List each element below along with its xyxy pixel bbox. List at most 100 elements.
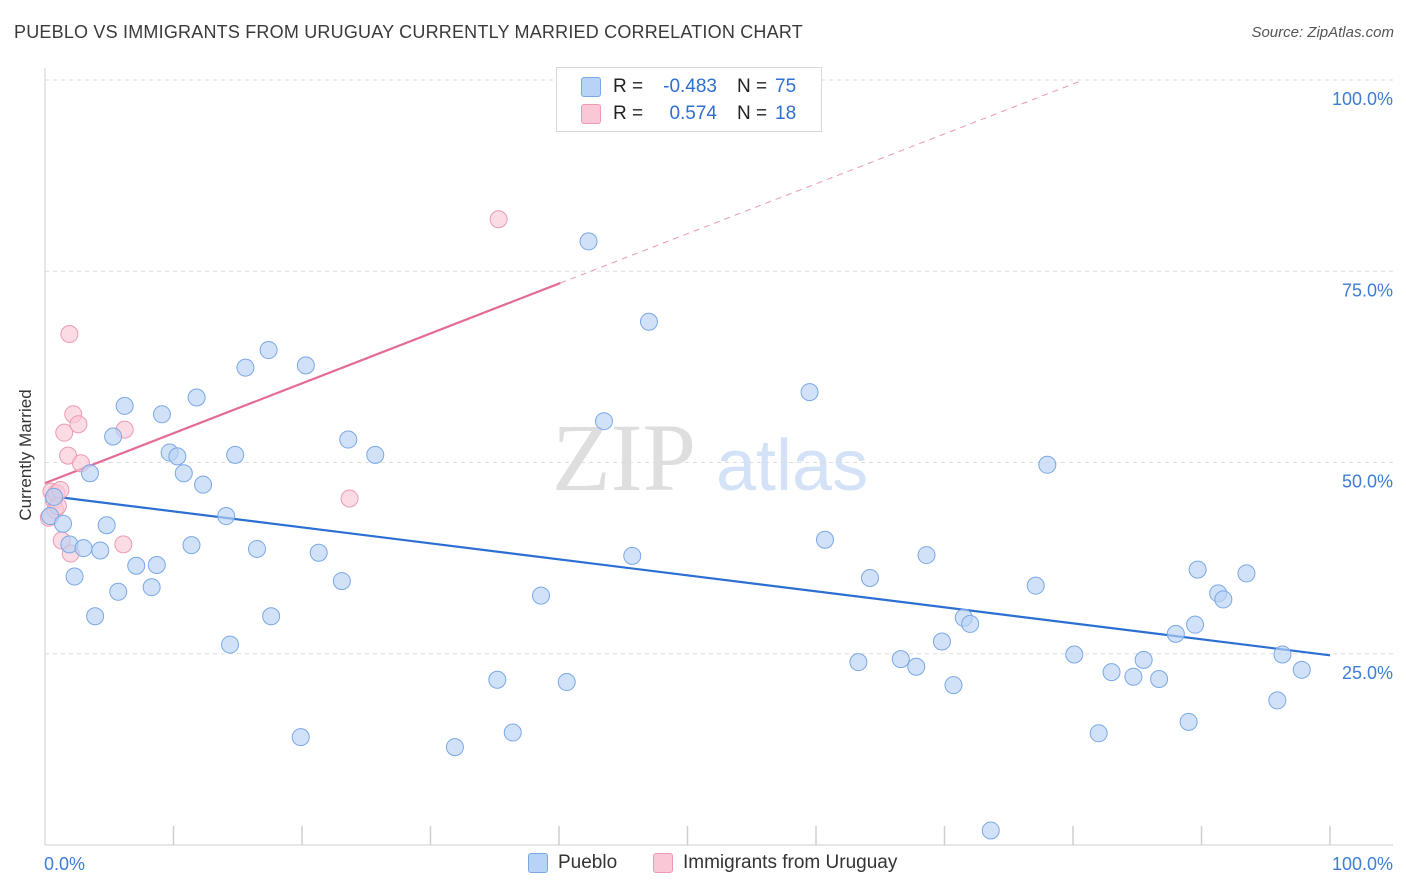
- y-tick-label: 75.0%: [1342, 280, 1393, 300]
- pueblo-point: [221, 635, 240, 654]
- pueblo-point: [1188, 560, 1207, 579]
- chart-title: PUEBLO VS IMMIGRANTS FROM URUGUAY CURREN…: [14, 22, 803, 42]
- pueblo-point: [917, 546, 936, 565]
- pueblo-point: [147, 556, 166, 575]
- r-value: 0.574: [669, 103, 717, 124]
- pueblo-point: [1065, 645, 1084, 664]
- pueblo-legend-label: Pueblo: [558, 852, 618, 873]
- pueblo-point: [1134, 650, 1153, 669]
- pueblo-point: [248, 539, 267, 558]
- pueblo-point: [1268, 691, 1287, 710]
- pueblo-point: [97, 516, 116, 535]
- pueblo-point: [142, 578, 161, 597]
- uruguay-trend-extension: [560, 79, 1084, 284]
- pueblo-point: [961, 614, 980, 633]
- y-tick-label: 100.0%: [1332, 89, 1393, 109]
- pueblo-point: [1179, 712, 1198, 731]
- pueblo-point: [109, 582, 128, 601]
- pueblo-point: [1026, 576, 1045, 595]
- uruguay-point: [114, 535, 133, 554]
- pueblo-point: [944, 676, 963, 695]
- x-tick-label-min: 0.0%: [44, 854, 85, 874]
- watermark-atlas: atlas: [716, 426, 868, 506]
- uruguay-legend-label: Immigrants from Uruguay: [683, 852, 898, 873]
- pueblo-point: [1089, 724, 1108, 743]
- pueblo-point: [127, 556, 146, 575]
- pueblo-point: [891, 650, 910, 669]
- r-label: R =: [613, 76, 644, 97]
- pueblo-point: [168, 447, 187, 466]
- uruguay-point: [69, 415, 88, 434]
- pueblo-point: [579, 232, 598, 251]
- n-value: 18: [775, 103, 797, 124]
- pueblo-point: [86, 607, 105, 626]
- pueblo-point: [339, 430, 358, 449]
- pueblo-point: [217, 507, 236, 526]
- pueblo-point: [1273, 645, 1292, 664]
- correlation-legend: R = -0.483 N = 75 R = 0.574 N = 18: [556, 67, 822, 132]
- pueblo-point: [800, 383, 819, 402]
- pueblo-point: [623, 546, 642, 565]
- uruguay-trend-line: [44, 282, 561, 485]
- pueblo-point: [262, 607, 281, 626]
- pueblo-point: [557, 673, 576, 692]
- uruguay-point: [340, 489, 359, 508]
- pueblo-point: [104, 427, 123, 446]
- pueblo-point: [187, 388, 206, 407]
- legend-row-uruguay: R = 0.574 N = 18: [581, 101, 815, 127]
- uruguay-point: [55, 423, 74, 442]
- n-label: N =: [737, 76, 768, 97]
- pueblo-point: [932, 632, 951, 651]
- pueblo-point: [366, 445, 385, 464]
- x-tick-label-max: 100.0%: [1332, 854, 1393, 874]
- r-value: -0.483: [663, 76, 717, 97]
- pueblo-point: [907, 657, 926, 676]
- pueblo-point: [1038, 455, 1057, 474]
- pueblo-point: [174, 464, 193, 483]
- pueblo-point: [1150, 669, 1169, 688]
- pueblo-point: [594, 412, 613, 431]
- pueblo-point: [309, 543, 328, 562]
- bottom-legend-pueblo: Pueblo: [528, 852, 617, 874]
- pueblo-point: [1237, 564, 1256, 583]
- pueblo-point: [815, 530, 834, 549]
- pueblo-point: [981, 821, 1000, 840]
- pueblo-point: [115, 396, 134, 415]
- pueblo-point: [80, 464, 99, 483]
- pueblo-legend-swatch: [528, 853, 548, 873]
- y-tick-label: 50.0%: [1342, 472, 1393, 492]
- pueblo-point: [152, 405, 171, 424]
- pueblo-point: [1102, 663, 1121, 682]
- pueblo-point: [860, 569, 879, 588]
- uruguay-legend-swatch: [653, 853, 673, 873]
- legend-row-pueblo: R = -0.483 N = 75: [581, 74, 815, 100]
- n-label: N =: [737, 103, 768, 124]
- r-label: R =: [613, 103, 644, 124]
- y-tick-label: 25.0%: [1342, 663, 1393, 683]
- uruguay-point: [60, 324, 79, 343]
- pueblo-point: [194, 475, 213, 494]
- source-label: Source: ZipAtlas.com: [1251, 24, 1394, 41]
- uruguay-point: [489, 210, 508, 229]
- pueblo-point: [488, 670, 507, 689]
- pueblo-point: [1292, 660, 1311, 679]
- pueblo-point: [1214, 590, 1233, 609]
- pueblo-point: [226, 445, 245, 464]
- pueblo-point: [44, 487, 63, 506]
- pueblo-point: [236, 358, 255, 377]
- pueblo-point: [532, 586, 551, 605]
- pueblo-point: [259, 341, 278, 360]
- pueblo-point: [74, 539, 93, 558]
- n-value: 75: [775, 76, 797, 97]
- bottom-legend-uruguay: Immigrants from Uruguay: [653, 852, 897, 874]
- pueblo-trend-line: [44, 494, 1331, 657]
- pueblo-point: [65, 567, 84, 586]
- pueblo-swatch: [581, 77, 601, 97]
- pueblo-point: [445, 738, 464, 757]
- pueblo-point: [1124, 667, 1143, 686]
- pueblo-point: [332, 572, 351, 591]
- pueblo-point: [639, 312, 658, 331]
- pueblo-point: [849, 653, 868, 672]
- pueblo-point: [296, 356, 315, 375]
